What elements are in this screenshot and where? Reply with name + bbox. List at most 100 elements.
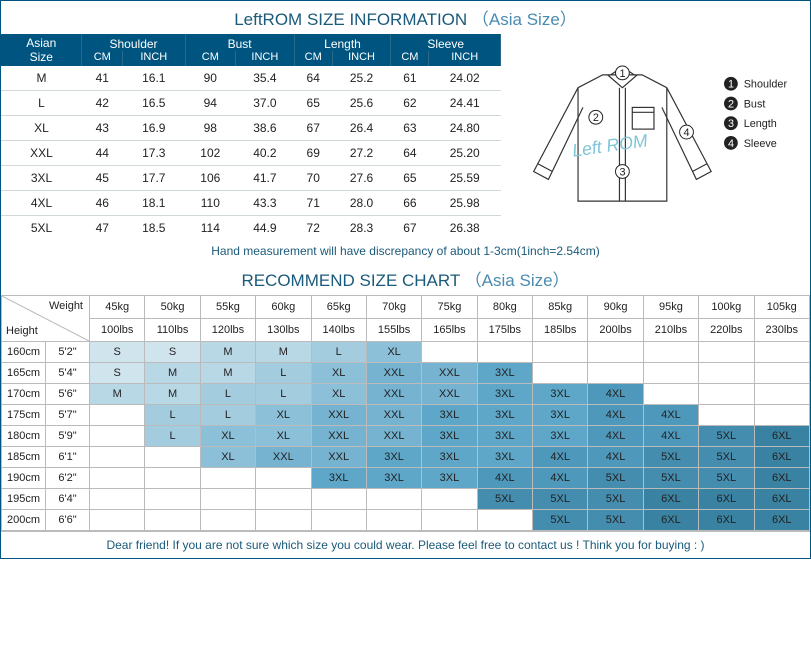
size-cell: XL xyxy=(311,384,366,405)
size-cell: L xyxy=(145,405,200,426)
size-cell: M xyxy=(200,342,255,363)
size-cell: 4XL xyxy=(588,384,643,405)
svg-text:Sleeve: Sleeve xyxy=(744,138,777,150)
size-cell: 4XL xyxy=(588,426,643,447)
size-cell: 5XL xyxy=(588,510,643,531)
shirt-diagram: 1 2 3 4 Left ROM 1Shoulder2Bust3Length4S… xyxy=(501,34,803,240)
size-cell: 4XL xyxy=(588,405,643,426)
size-cell xyxy=(754,405,810,426)
size-cell: L xyxy=(256,384,311,405)
size-cell xyxy=(311,510,366,531)
size-cell xyxy=(699,363,754,384)
size-cell xyxy=(754,384,810,405)
svg-text:Shoulder: Shoulder xyxy=(744,79,788,91)
size-cell: XXL xyxy=(311,447,366,468)
size-row: 3XL4517.710641.77027.66525.59 xyxy=(1,166,501,191)
size-cell xyxy=(643,384,698,405)
size-cell xyxy=(699,384,754,405)
size-cell xyxy=(256,489,311,510)
size-cell xyxy=(754,363,810,384)
size-cell xyxy=(643,342,698,363)
size-cell xyxy=(145,447,200,468)
recommend-row: 165cm5'4"SMMLXLXXLXXL3XL xyxy=(2,363,810,384)
size-cell: 6XL xyxy=(643,510,698,531)
recommend-row: 175cm5'7"LLXLXXLXXL3XL3XL3XL4XL4XL xyxy=(2,405,810,426)
size-cell: XL xyxy=(366,342,421,363)
size-cell: 3XL xyxy=(533,384,588,405)
size-cell: 5XL xyxy=(699,426,754,447)
size-cell: 5XL xyxy=(477,489,532,510)
size-cell xyxy=(200,489,255,510)
size-cell: 5XL xyxy=(533,510,588,531)
size-cell: XXL xyxy=(311,426,366,447)
size-row: 4XL4618.111043.37128.06625.98 xyxy=(1,191,501,216)
size-cell: M xyxy=(256,342,311,363)
svg-text:1: 1 xyxy=(619,68,625,80)
size-row: L4216.59437.06525.66224.41 xyxy=(1,91,501,116)
svg-text:Length: Length xyxy=(744,118,777,130)
title1-paren: （Asia Size） xyxy=(472,10,577,29)
size-cell: 3XL xyxy=(477,384,532,405)
size-cell: L xyxy=(200,405,255,426)
svg-text:3: 3 xyxy=(728,118,734,130)
size-row: XL4316.99838.66726.46324.80 xyxy=(1,116,501,141)
size-cell xyxy=(754,342,810,363)
size-cell xyxy=(588,363,643,384)
size-cell: 4XL xyxy=(477,468,532,489)
size-cell: S xyxy=(145,342,200,363)
size-cell xyxy=(422,510,477,531)
size-cell: XL xyxy=(311,363,366,384)
size-cell xyxy=(366,489,421,510)
size-cell: XXL xyxy=(366,363,421,384)
size-cell: XXL xyxy=(256,447,311,468)
size-cell: XL xyxy=(200,426,255,447)
size-cell xyxy=(200,510,255,531)
size-cell xyxy=(366,510,421,531)
size-cell: XL xyxy=(200,447,255,468)
recommend-size-table: WeightHeight45kg50kg55kg60kg65kg70kg75kg… xyxy=(1,295,810,531)
size-cell: XL xyxy=(256,426,311,447)
recommend-row: 170cm5'6"MMLLXLXXLXXL3XL3XL4XL xyxy=(2,384,810,405)
size-cell xyxy=(699,342,754,363)
size-cell xyxy=(643,363,698,384)
size-cell xyxy=(311,489,366,510)
svg-text:4: 4 xyxy=(684,127,690,139)
size-cell xyxy=(90,426,145,447)
size-cell: M xyxy=(200,363,255,384)
size-cell: S xyxy=(90,363,145,384)
size-cell: 5XL xyxy=(588,489,643,510)
size-cell: L xyxy=(200,384,255,405)
size-cell: 4XL xyxy=(643,405,698,426)
size-cell: 3XL xyxy=(477,447,532,468)
svg-text:4: 4 xyxy=(728,138,734,150)
recommend-row: 180cm5'9"LXLXLXXLXXL3XL3XL3XL4XL4XL5XL6X… xyxy=(2,426,810,447)
size-cell xyxy=(145,489,200,510)
svg-text:Bust: Bust xyxy=(744,98,766,110)
size-cell: XXL xyxy=(366,405,421,426)
size-cell: XXL xyxy=(422,384,477,405)
recommend-title: RECOMMEND SIZE CHART （Asia Size） xyxy=(1,262,810,295)
size-cell xyxy=(256,510,311,531)
size-cell: 4XL xyxy=(533,447,588,468)
size-row: 5XL4718.511444.97228.36726.38 xyxy=(1,216,501,241)
title1-main: LeftROM SIZE INFORMATION xyxy=(234,10,467,29)
size-cell: 3XL xyxy=(422,447,477,468)
size-cell: 5XL xyxy=(643,468,698,489)
svg-text:2: 2 xyxy=(728,98,734,110)
footer-note: Dear friend! If you are not sure which s… xyxy=(1,531,810,558)
size-cell: XXL xyxy=(311,405,366,426)
size-cell: 4XL xyxy=(643,426,698,447)
size-cell xyxy=(90,510,145,531)
size-cell: 3XL xyxy=(422,405,477,426)
size-cell xyxy=(90,405,145,426)
size-cell: 5XL xyxy=(643,447,698,468)
svg-text:1: 1 xyxy=(728,79,734,91)
size-cell xyxy=(145,510,200,531)
size-cell: 5XL xyxy=(533,489,588,510)
size-cell: 3XL xyxy=(477,426,532,447)
size-cell: 6XL xyxy=(699,489,754,510)
watermark: Left ROM xyxy=(571,130,649,160)
size-row: XXL4417.310240.26927.26425.20 xyxy=(1,141,501,166)
size-cell: M xyxy=(90,384,145,405)
size-cell: 3XL xyxy=(477,363,532,384)
